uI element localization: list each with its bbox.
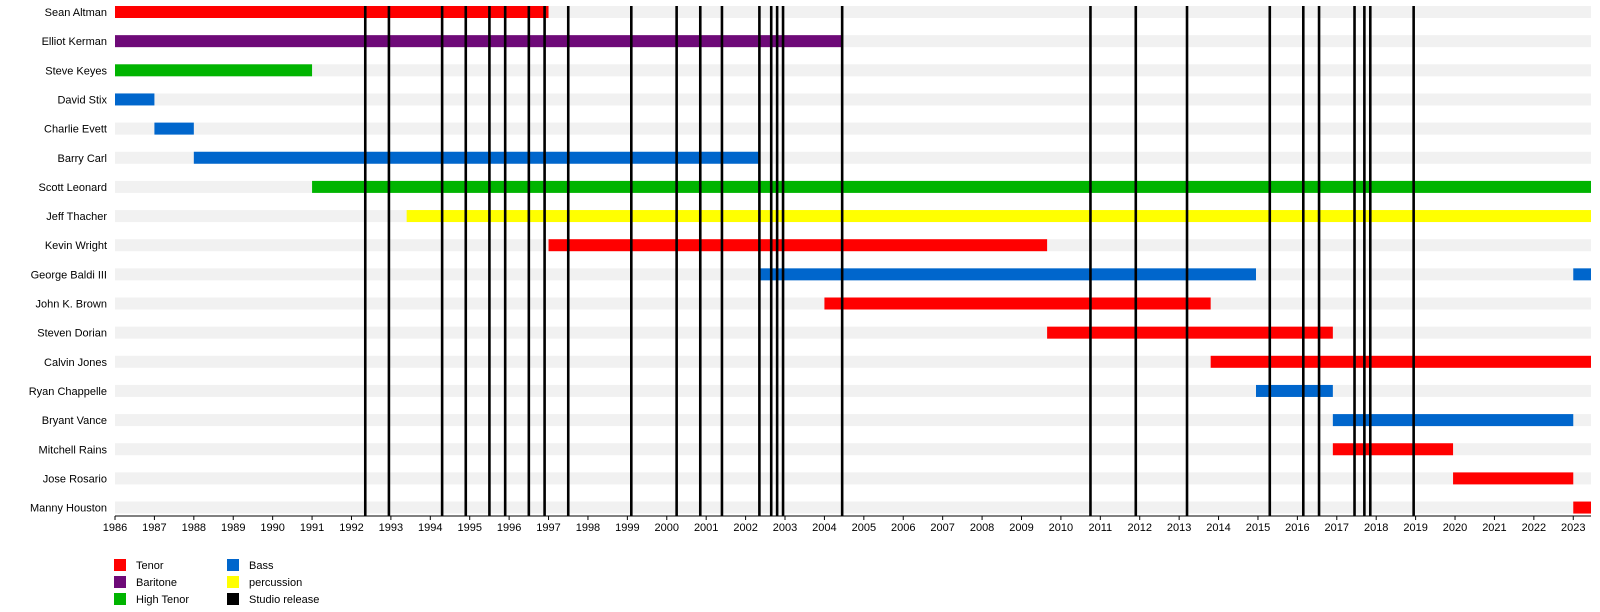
x-tick-label-2023: 2023 xyxy=(1561,522,1585,534)
member-label-manny-houston: Manny Houston xyxy=(30,503,107,515)
legend-swatch-bass xyxy=(227,559,239,571)
x-tick-label-1996: 1996 xyxy=(497,522,521,534)
x-tick-label-2018: 2018 xyxy=(1364,522,1388,534)
member-label-elliot-kerman: Elliot Kerman xyxy=(42,36,107,48)
x-tick-label-2007: 2007 xyxy=(930,522,954,534)
x-tick-label-1995: 1995 xyxy=(457,522,481,534)
x-tick-label-2005: 2005 xyxy=(852,522,876,534)
row-background-steve-keyes xyxy=(115,64,1591,77)
member-label-george-baldi-iii: George Baldi III xyxy=(31,269,107,281)
legend-swatch-tenor xyxy=(114,559,126,571)
x-tick-label-2001: 2001 xyxy=(694,522,718,534)
x-tick-label-2012: 2012 xyxy=(1127,522,1151,534)
x-tick-label-2020: 2020 xyxy=(1443,522,1467,534)
x-tick-label-1992: 1992 xyxy=(339,522,363,534)
bar-steve-keyes-1 xyxy=(115,64,313,77)
legend-label-bass: Bass xyxy=(249,560,274,572)
x-tick-label-2015: 2015 xyxy=(1246,522,1270,534)
x-axis: 1986 1987 1988 1989 1990 1991 1992 1993 1994 1995… xyxy=(103,515,1591,534)
x-tick-label-2019: 2019 xyxy=(1403,522,1427,534)
bar-george-baldi-iii-2 xyxy=(1573,268,1591,281)
legend-swatch-high-tenor xyxy=(114,593,126,605)
x-tick-label-2022: 2022 xyxy=(1522,522,1546,534)
x-tick-label-2010: 2010 xyxy=(1049,522,1073,534)
x-tick-label-1986: 1986 xyxy=(103,522,127,534)
x-tick-label-2013: 2013 xyxy=(1167,522,1191,534)
member-label-steven-dorian: Steven Dorian xyxy=(37,328,107,340)
x-tick-label-2011: 2011 xyxy=(1088,522,1112,534)
member-label-ryan-chappelle: Ryan Chappelle xyxy=(29,386,107,398)
member-label-mitchell-rains: Mitchell Rains xyxy=(39,444,108,456)
bar-calvin-jones-1 xyxy=(1210,355,1591,368)
bar-mitchell-rains-1 xyxy=(1332,443,1454,456)
x-tick-label-1998: 1998 xyxy=(576,522,600,534)
row-background-mitchell-rains xyxy=(115,443,1591,456)
row-background-jose-rosario xyxy=(115,472,1591,485)
bar-elliot-kerman-1 xyxy=(115,35,843,48)
x-tick-label-1993: 1993 xyxy=(379,522,403,534)
legend-swatch-studio-release xyxy=(227,593,239,605)
x-tick-label-2008: 2008 xyxy=(970,522,994,534)
member-label-john-k-brown: John K. Brown xyxy=(35,299,107,311)
bar-bryant-vance-1 xyxy=(1332,414,1574,427)
row-background-charlie-evett xyxy=(115,122,1591,135)
bar-kevin-wright-1 xyxy=(548,239,1048,252)
x-tick-label-2016: 2016 xyxy=(1285,522,1309,534)
x-tick-label-2003: 2003 xyxy=(773,522,797,534)
x-tick-label-2014: 2014 xyxy=(1206,522,1230,534)
member-name-labels: Sean Altman Elliot Kerman Steve Keyes David… xyxy=(29,7,108,515)
legend-label-tenor: Tenor xyxy=(136,560,164,572)
member-label-scott-leonard: Scott Leonard xyxy=(39,182,108,194)
bar-john-k-brown-1 xyxy=(824,297,1211,310)
legend-label-studio-release: Studio release xyxy=(249,594,319,606)
row-background-bryant-vance xyxy=(115,414,1591,427)
member-label-jose-rosario: Jose Rosario xyxy=(43,473,107,485)
bar-jose-rosario-1 xyxy=(1453,472,1574,485)
x-tick-label-2002: 2002 xyxy=(733,522,757,534)
x-tick-label-1991: 1991 xyxy=(300,522,324,534)
x-tick-label-1999: 1999 xyxy=(615,522,639,534)
x-tick-label-2006: 2006 xyxy=(891,522,915,534)
bar-barry-carl-1 xyxy=(193,151,760,164)
x-tick-label-1990: 1990 xyxy=(260,522,284,534)
bar-charlie-evett-1 xyxy=(154,122,194,135)
x-tick-label-1989: 1989 xyxy=(221,522,245,534)
x-tick-label-2017: 2017 xyxy=(1325,522,1349,534)
row-background-david-stix xyxy=(115,93,1591,106)
bar-george-baldi-iii-1 xyxy=(759,268,1256,281)
row-background-ryan-chappelle xyxy=(115,384,1591,397)
row-background-manny-houston xyxy=(115,501,1591,514)
member-label-jeff-thacher: Jeff Thacher xyxy=(46,211,107,223)
x-tick-label-2021: 2021 xyxy=(1482,522,1506,534)
x-tick-label-1997: 1997 xyxy=(536,522,560,534)
x-tick-label-2009: 2009 xyxy=(1009,522,1033,534)
x-tick-label-2000: 2000 xyxy=(655,522,679,534)
legend-swatch-percussion xyxy=(227,576,239,588)
member-label-steve-keyes: Steve Keyes xyxy=(45,65,107,77)
x-tick-label-2004: 2004 xyxy=(812,522,836,534)
bar-sean-altman-1 xyxy=(115,6,549,18)
member-label-bryant-vance: Bryant Vance xyxy=(42,415,107,427)
bar-jeff-thacher-1 xyxy=(406,210,1592,223)
x-tick-label-1994: 1994 xyxy=(418,522,442,534)
legend-label-high-tenor: High Tenor xyxy=(136,594,189,606)
member-label-sean-altman: Sean Altman xyxy=(45,7,107,19)
x-tick-label-1987: 1987 xyxy=(142,522,166,534)
bar-ryan-chappelle-1 xyxy=(1255,384,1333,397)
x-tick-label-1988: 1988 xyxy=(182,522,206,534)
legend-label-baritone: Baritone xyxy=(136,577,177,589)
member-label-calvin-jones: Calvin Jones xyxy=(44,357,107,369)
member-label-david-stix: David Stix xyxy=(57,94,107,106)
member-label-kevin-wright: Kevin Wright xyxy=(45,240,107,252)
bar-david-stix-1 xyxy=(115,93,155,106)
member-label-barry-carl: Barry Carl xyxy=(57,153,107,165)
bar-steven-dorian-1 xyxy=(1047,326,1333,339)
member-label-charlie-evett: Charlie Evett xyxy=(44,124,107,136)
bar-manny-houston-1 xyxy=(1573,501,1591,514)
studio-release-lines xyxy=(363,6,1415,516)
legend: Tenor Baritone High Tenor Bass percussion Stu… xyxy=(114,559,319,606)
legend-label-percussion: percussion xyxy=(249,577,302,589)
legend-swatch-baritone xyxy=(114,576,126,588)
